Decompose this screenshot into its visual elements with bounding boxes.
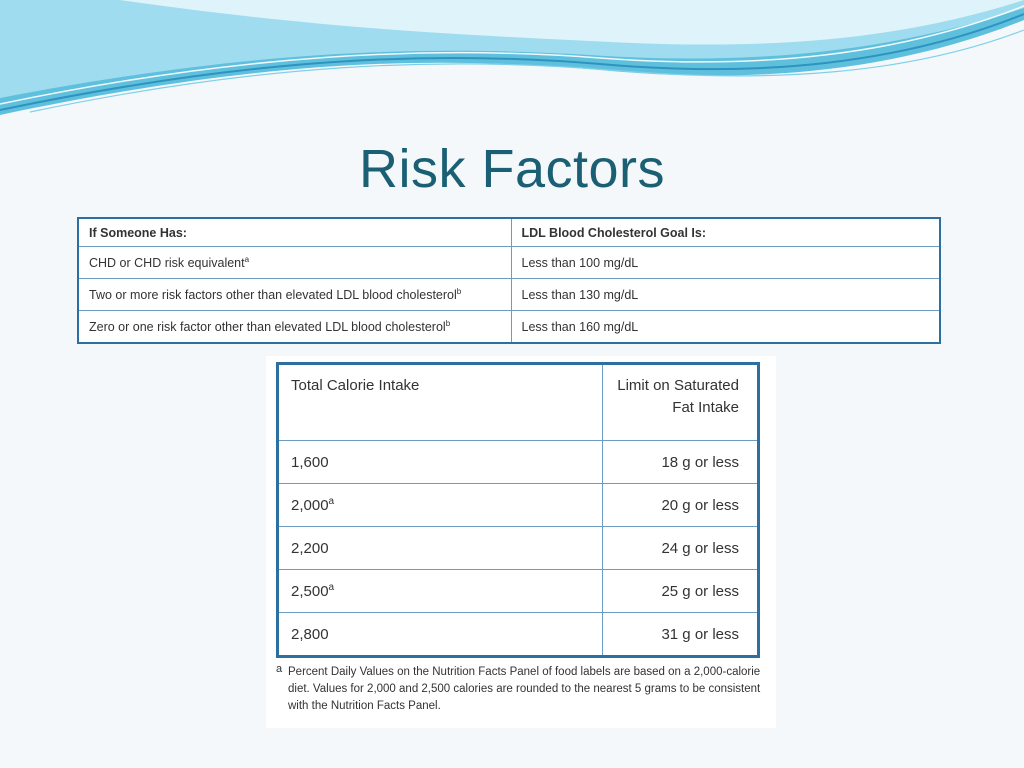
footnote-marker: a: [328, 496, 335, 507]
limit-cell: 18 g or less: [602, 440, 759, 484]
table-row: 1,600 18 g or less: [277, 440, 759, 484]
footnote-marker: a: [328, 582, 335, 593]
footnote-marker: b: [445, 318, 451, 328]
table-row: 2,200 24 g or less: [277, 526, 759, 570]
slide-title: Risk Factors: [358, 139, 666, 199]
goal-cell: Less than 100 mg/dL: [510, 246, 941, 279]
ldl-goal-table: If Someone Has: LDL Blood Cholesterol Go…: [77, 217, 941, 344]
table-row: 2,000a 20 g or less: [277, 483, 759, 527]
column-header: Limit on Saturated Fat Intake: [602, 363, 759, 441]
footnote-marker: a: [276, 663, 283, 675]
limit-cell: 25 g or less: [602, 569, 759, 613]
table-header-row: Total Calorie Intake Limit on Saturated …: [277, 363, 759, 441]
header-wave-decoration: [0, 0, 1024, 115]
table-row: Two or more risk factors other than elev…: [77, 278, 941, 311]
table-header-row: If Someone Has: LDL Blood Cholesterol Go…: [77, 217, 941, 247]
limit-cell: 24 g or less: [602, 526, 759, 570]
condition-cell: Zero or one risk factor other than eleva…: [77, 310, 512, 344]
calorie-cell: 2,000a: [277, 483, 603, 527]
table-row: 2,500a 25 g or less: [277, 569, 759, 613]
calorie-cell: 2,200: [277, 526, 603, 570]
calorie-cell: 2,800: [277, 612, 603, 657]
footnote-marker: b: [456, 286, 462, 296]
saturated-fat-table: Total Calorie Intake Limit on Saturated …: [276, 362, 760, 658]
table-row: Zero or one risk factor other than eleva…: [77, 310, 941, 344]
table-row: CHD or CHD risk equivalenta Less than 10…: [77, 246, 941, 279]
limit-cell: 20 g or less: [602, 483, 759, 527]
footnote-marker: a: [244, 254, 250, 264]
calorie-table-panel: Total Calorie Intake Limit on Saturated …: [266, 356, 776, 728]
table-footnote: a Percent Daily Values on the Nutrition …: [276, 663, 771, 715]
goal-cell: Less than 130 mg/dL: [510, 278, 941, 311]
column-header: LDL Blood Cholesterol Goal Is:: [510, 217, 941, 247]
calorie-cell: 2,500a: [277, 569, 603, 613]
condition-cell: Two or more risk factors other than elev…: [77, 278, 512, 311]
footnote-text: Percent Daily Values on the Nutrition Fa…: [288, 666, 761, 712]
goal-cell: Less than 160 mg/dL: [510, 310, 941, 344]
limit-cell: 31 g or less: [602, 612, 759, 657]
table-row: 2,800 31 g or less: [277, 612, 759, 657]
condition-cell: CHD or CHD risk equivalenta: [77, 246, 512, 279]
column-header: Total Calorie Intake: [277, 363, 603, 441]
calorie-cell: 1,600: [277, 440, 603, 484]
column-header: If Someone Has:: [77, 217, 512, 247]
